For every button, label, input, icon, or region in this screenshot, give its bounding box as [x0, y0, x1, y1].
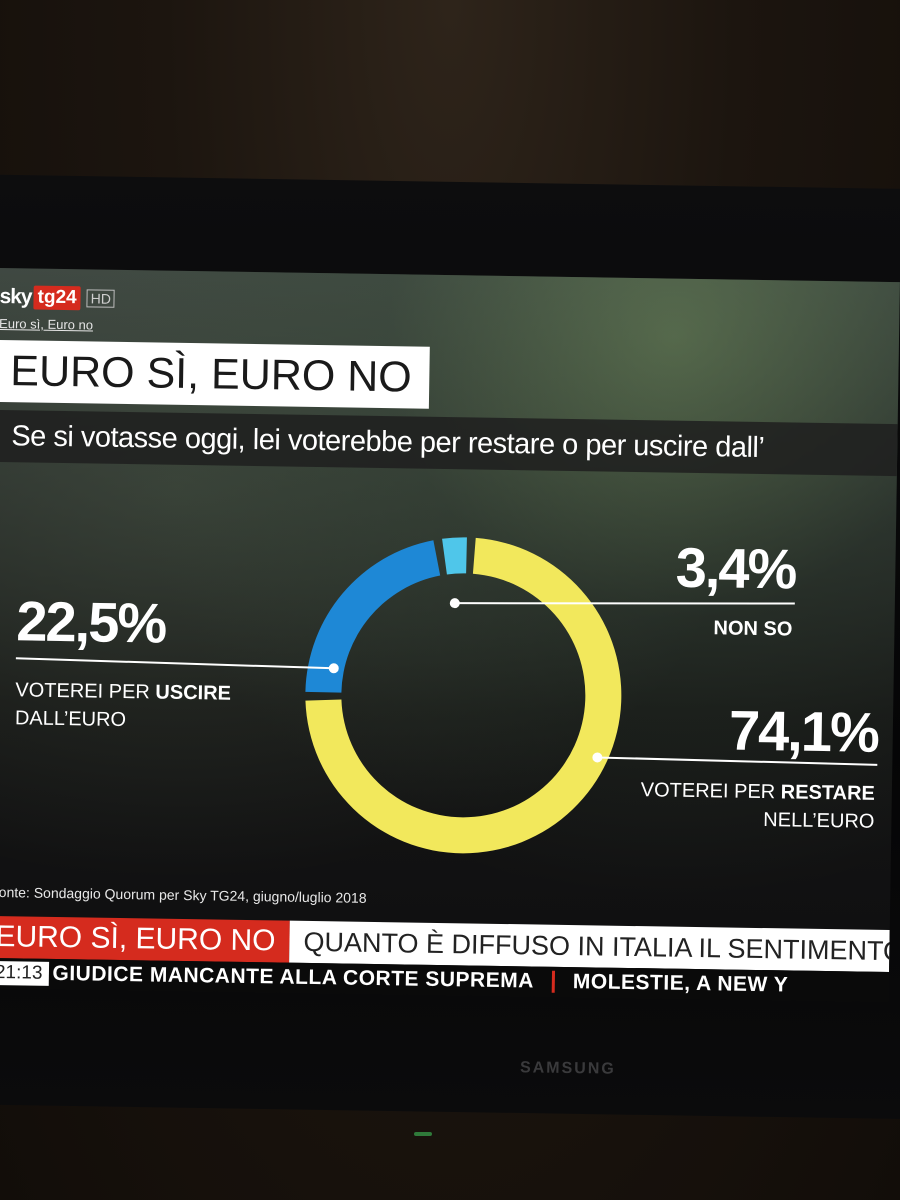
ticker-item: GIUDICE MANCANTE ALLA CORTE SUPREMA: [52, 961, 535, 993]
restare-label-keyword: RESTARE: [781, 781, 875, 804]
restare-label-prefix: VOTEREI PER: [641, 779, 781, 803]
nonso-label: NON SO: [713, 617, 792, 640]
poll-question: Se si votasse oggi, lei voterebbe per re…: [11, 419, 765, 464]
restare-label-line1: VOTEREI PER RESTARE: [641, 779, 875, 805]
restare-label-line2: NELL’EURO: [763, 809, 874, 833]
leader-line-nonso: [454, 602, 795, 605]
question-bar: Se si votasse oggi, lei voterebbe per re…: [0, 409, 898, 477]
leader-dot-restare: [592, 752, 603, 763]
donut-chart: 22,5% VOTEREI PER USCIRE DALL’EURO 3,4% …: [15, 536, 880, 854]
channel-logo: sky tg24 HD: [0, 282, 116, 314]
logo-sky: sky: [0, 284, 32, 309]
leader-dot-nonso: [449, 598, 460, 609]
logo-tg24: tg24: [33, 285, 81, 311]
leader-dot-uscire: [328, 663, 339, 674]
donut-slice-uscire: [305, 540, 441, 693]
strap-topic: EURO SÌ, EURO NO: [0, 915, 290, 963]
uscire-label-keyword: USCIRE: [155, 681, 231, 704]
uscire-label-prefix: VOTEREI PER: [15, 679, 155, 703]
title-box: EURO SÌ, EURO NO: [0, 339, 431, 409]
uscire-label-line1: VOTEREI PER USCIRE: [15, 679, 231, 704]
leader-line-restare: [597, 756, 878, 766]
tv-screen: sky tg24 HD Euro sì, Euro no EURO SÌ, EU…: [0, 268, 900, 1003]
tv-power-led: [414, 1132, 432, 1136]
nonso-percent: 3,4%: [675, 536, 797, 601]
clock: 21:13: [0, 960, 49, 986]
breadcrumb: Euro sì, Euro no: [0, 315, 94, 333]
uscire-label-line2: DALL’EURO: [15, 707, 126, 731]
donut-slice-restare: [305, 537, 622, 854]
ticker-item: MOLESTIE, A NEW Y: [572, 970, 789, 997]
donut-slice-nonso: [442, 537, 467, 575]
ticker-separator: [551, 971, 556, 994]
leader-line-uscire: [15, 657, 334, 670]
hd-badge: HD: [86, 289, 116, 308]
restare-percent: 74,1%: [729, 699, 880, 764]
tv-brand-logo: SAMSUNG: [519, 1059, 616, 1078]
uscire-percent: 22,5%: [16, 589, 167, 654]
page-title: EURO SÌ, EURO NO: [10, 346, 413, 401]
donut-slices: [305, 537, 622, 854]
